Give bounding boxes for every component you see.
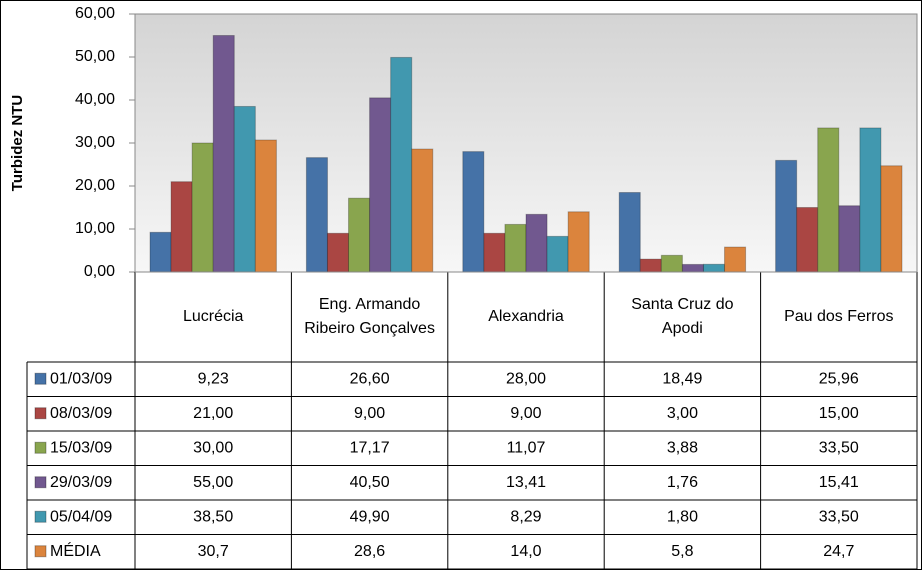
data-label: 55,00 — [193, 474, 233, 491]
data-label: 9,00 — [510, 405, 541, 422]
data-label: 40,50 — [350, 474, 390, 491]
legend-label: MÉDIA — [50, 541, 101, 560]
data-label: 8,29 — [510, 508, 541, 525]
bar — [838, 205, 861, 273]
bar — [567, 211, 590, 273]
bar — [233, 105, 256, 273]
legend-label: 05/04/09 — [50, 508, 112, 525]
data-label: 14,0 — [510, 543, 541, 560]
data-label: 49,90 — [350, 508, 390, 525]
category-cell: Alexandria — [488, 308, 564, 325]
y-tick-label: 60,00 — [75, 5, 115, 22]
data-label: 33,50 — [819, 439, 859, 456]
bar — [546, 235, 569, 273]
bar — [348, 197, 371, 273]
x-tick-label: Lucrécia — [182, 308, 244, 325]
legend-key — [34, 545, 47, 558]
y-tick-label: 40,00 — [75, 91, 115, 108]
data-label: 3,88 — [667, 439, 698, 456]
bar — [212, 35, 235, 273]
bar — [191, 142, 214, 273]
y-tick-label: 30,00 — [75, 134, 115, 151]
bar — [525, 213, 548, 273]
category-cell: Santa Cruz do Apodi — [631, 296, 734, 337]
bar — [411, 148, 434, 273]
bar — [390, 56, 413, 273]
data-label: 30,00 — [193, 439, 233, 456]
bar — [254, 139, 277, 273]
bar — [170, 181, 193, 273]
legend-key — [34, 476, 47, 489]
bar — [305, 157, 328, 273]
data-label: 25,96 — [819, 370, 859, 387]
legend-key — [34, 441, 47, 454]
legend-label: 15/03/09 — [50, 439, 112, 456]
data-label: 26,60 — [350, 370, 390, 387]
category-cell: Lucrécia — [182, 308, 244, 325]
data-label: 3,00 — [667, 405, 698, 422]
data-label: 30,7 — [198, 543, 229, 560]
data-label: 17,17 — [350, 439, 390, 456]
data-label: 28,6 — [354, 543, 385, 560]
legend-key — [34, 407, 47, 420]
bar — [681, 263, 704, 273]
y-tick-label: 0,00 — [84, 263, 115, 280]
data-label: 33,50 — [819, 508, 859, 525]
bar — [702, 263, 726, 273]
category-cell: Eng. Armando Ribeiro Gonçalves — [304, 296, 435, 337]
bar — [369, 97, 392, 273]
bar — [660, 254, 683, 273]
legend-key — [34, 510, 47, 523]
bar — [504, 223, 527, 273]
data-label: 15,41 — [819, 474, 859, 491]
bar — [724, 246, 747, 273]
data-label: 1,80 — [667, 508, 698, 525]
data-label: 13,41 — [506, 474, 546, 491]
bar — [639, 258, 662, 273]
legend-key — [34, 372, 47, 385]
data-label: 9,00 — [354, 405, 385, 422]
y-tick-label: 20,00 — [75, 177, 115, 194]
bar — [880, 165, 903, 273]
category-cell: Pau dos Ferros — [784, 308, 894, 325]
data-label: 21,00 — [193, 405, 233, 422]
legend-label: 29/03/09 — [50, 474, 112, 491]
bar — [796, 207, 819, 273]
legend-label: 08/03/09 — [50, 405, 112, 422]
data-label: 38,50 — [193, 508, 233, 525]
data-label: 5,8 — [671, 543, 693, 560]
bar — [483, 232, 506, 273]
y-tick-label: 10,00 — [75, 220, 115, 237]
data-label: 9,23 — [198, 370, 229, 387]
bar — [859, 127, 882, 273]
data-label: 11,07 — [507, 439, 546, 456]
bar — [618, 191, 641, 273]
legend-label: 01/03/09 — [50, 370, 112, 387]
bar — [149, 231, 172, 273]
bar — [775, 159, 798, 273]
y-axis-title: Turbidez NTU — [9, 95, 26, 191]
x-tick-label: Eng. Armando Ribeiro Gonçalves — [304, 296, 435, 337]
bar — [817, 127, 840, 273]
data-label: 24,7 — [823, 543, 854, 560]
x-tick-label: Alexandria — [488, 308, 564, 325]
data-label: 1,76 — [667, 474, 698, 491]
data-label: 18,49 — [662, 370, 702, 387]
bar — [326, 232, 350, 273]
x-tick-label: Pau dos Ferros — [784, 308, 894, 325]
data-label: 28,00 — [506, 370, 546, 387]
data-label: 15,00 — [819, 405, 859, 422]
bar — [462, 151, 485, 273]
y-tick-label: 50,00 — [75, 48, 115, 65]
x-tick-label: Santa Cruz do Apodi — [631, 296, 734, 337]
